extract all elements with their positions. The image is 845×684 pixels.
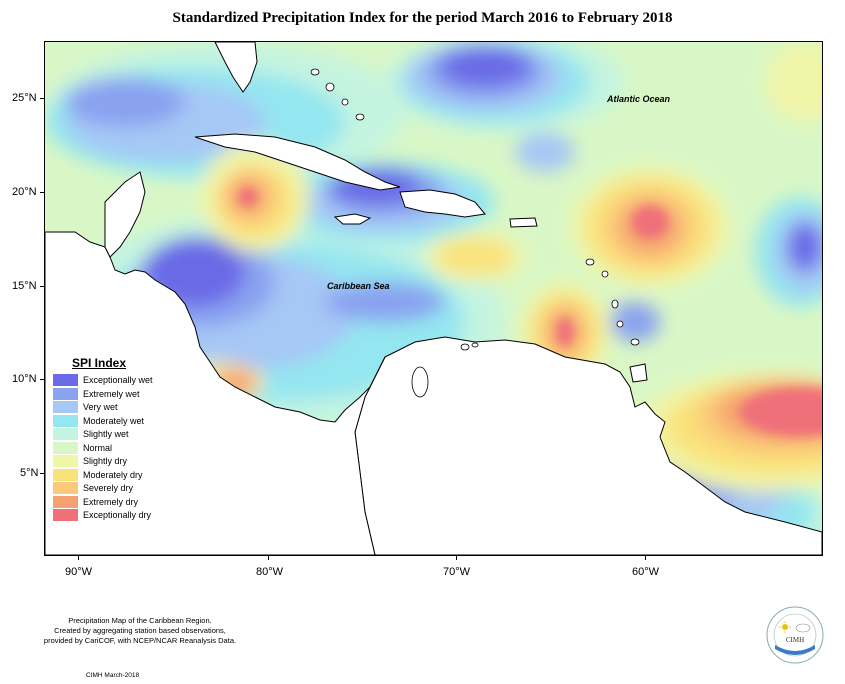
footer-line: Created by aggregating station based obs… <box>54 626 226 635</box>
legend-swatch <box>53 414 78 427</box>
lat-tick-mark <box>40 98 45 99</box>
legend-item: Exceptionally dry <box>53 509 177 521</box>
lat-tick-label: 25°N <box>12 92 37 104</box>
legend-swatch <box>53 401 78 413</box>
legend-item: Moderately dry <box>53 468 177 481</box>
legend-swatch <box>53 482 78 494</box>
lon-tick-mark <box>456 555 457 560</box>
legend-swatch <box>53 468 78 481</box>
lat-tick-mark <box>40 379 45 380</box>
lon-tick-label: 80°W <box>256 566 284 578</box>
lat-tick-label: 5°N <box>20 467 39 479</box>
lon-tick-mark <box>78 555 79 560</box>
lat-tick-mark <box>40 286 45 287</box>
legend-item: Slightly wet <box>53 428 177 440</box>
legend-item: Moderately wet <box>53 414 177 427</box>
legend-item: Normal <box>53 441 177 454</box>
spi-legend: SPI Index Exceptionally wet Extremely wet… <box>46 352 176 524</box>
legend-swatch <box>53 495 78 508</box>
lat-tick-mark <box>40 192 45 193</box>
lat-tick-label: 15°N <box>12 280 37 292</box>
legend-item: Exceptionally wet <box>53 374 177 386</box>
legend-item: Extremely wet <box>53 387 177 400</box>
legend-swatch <box>53 455 78 467</box>
legend-label: Normal <box>83 442 113 453</box>
lon-tick-label: 90°W <box>65 566 93 578</box>
lon-tick-mark <box>645 555 646 560</box>
legend-label: Slightly dry <box>83 456 128 466</box>
spi-extreme-cores <box>239 188 822 436</box>
legend-item: Severely dry <box>53 482 177 494</box>
legend-swatch <box>53 441 78 454</box>
legend-label: Exceptionally wet <box>83 375 153 385</box>
small-islands <box>310 68 640 398</box>
legend-label: Extremely dry <box>83 496 139 507</box>
lat-tick-label: 10°N <box>12 373 37 385</box>
legend-label: Extremely wet <box>83 388 140 399</box>
logo-text: CIMH <box>786 636 804 644</box>
lon-tick-mark <box>268 555 269 560</box>
caribbean-sea-label: Caribbean Sea <box>327 281 390 291</box>
cimh-logo: CIMH <box>765 605 825 665</box>
legend-label: Slightly wet <box>83 429 129 439</box>
legend-item: Slightly dry <box>53 455 177 467</box>
lon-tick-label: 70°W <box>443 566 471 578</box>
legend-label: Severely dry <box>83 483 134 493</box>
legend-item: Very wet <box>53 401 177 413</box>
legend-swatch <box>53 428 78 440</box>
footer-line: Precipitation Map of the Caribbean Regio… <box>68 616 212 625</box>
lon-tick-label: 60°W <box>632 566 660 578</box>
legend-swatch <box>53 374 78 386</box>
legend-title: SPI Index <box>72 356 127 370</box>
legend-label: Exceptionally dry <box>83 510 152 520</box>
legend-item: Extremely dry <box>53 495 177 508</box>
map-title: Standardized Precipitation Index for the… <box>172 10 673 26</box>
lat-tick-label: 20°N <box>12 186 37 198</box>
legend-label: Very wet <box>83 402 118 412</box>
atlantic-ocean-label: Atlantic Ocean <box>607 94 671 104</box>
footer-line: provided by CariCOF, with NCEP/NCAR Rean… <box>43 636 237 645</box>
legend-label: Moderately wet <box>83 415 145 426</box>
lat-tick-mark <box>40 473 45 474</box>
map-footer-notes: Precipitation Map of the Caribbean Regio… <box>20 616 260 646</box>
legend-swatch <box>53 387 78 400</box>
legend-label: Moderately dry <box>83 469 143 480</box>
credit-text: CIMH March-2018 <box>86 672 140 679</box>
legend-swatch <box>53 509 78 521</box>
